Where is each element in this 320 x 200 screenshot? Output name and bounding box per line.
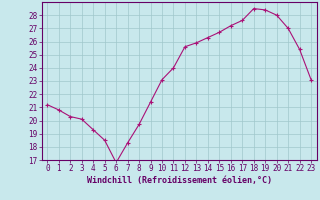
X-axis label: Windchill (Refroidissement éolien,°C): Windchill (Refroidissement éolien,°C) <box>87 176 272 185</box>
